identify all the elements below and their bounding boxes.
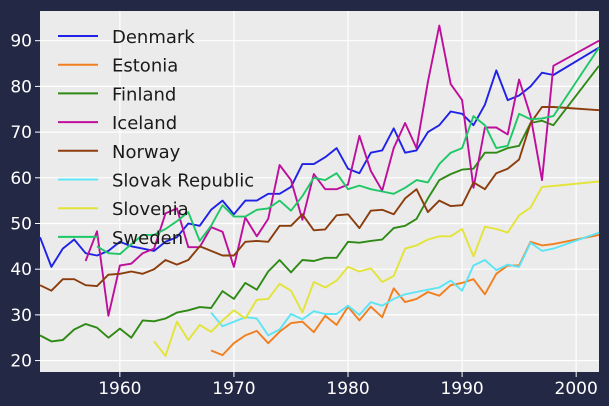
legend-label-finland: Finland xyxy=(112,84,176,105)
y-tick-label: 70 xyxy=(10,123,32,143)
series-line-iceland xyxy=(84,24,600,317)
y-tick-label: 30 xyxy=(10,306,32,326)
y-axis: 20 30 40 50 60 70 80 90 xyxy=(10,32,40,372)
y-tick-label: 90 xyxy=(10,32,32,52)
x-tick-label: 1970 xyxy=(212,379,255,399)
legend: Denmark Estonia Finland Iceland Norway Slovak… xyxy=(58,27,254,249)
legend-label-estonia: Estonia xyxy=(112,56,178,77)
y-tick-label: 40 xyxy=(10,260,32,280)
legend-label-norway: Norway xyxy=(112,142,181,163)
y-tick-label: 50 xyxy=(10,214,32,234)
x-tick-label: 1980 xyxy=(326,379,369,399)
y-tick-label: 20 xyxy=(10,352,32,372)
x-tick-label: 2000 xyxy=(555,379,598,399)
series-line-norway xyxy=(39,106,600,292)
y-tick-label: 80 xyxy=(10,77,32,97)
series-group xyxy=(39,24,600,357)
series-line-slovenia xyxy=(153,180,600,357)
series-line-sweden xyxy=(96,47,600,256)
grid xyxy=(40,11,599,372)
y-tick-label: 60 xyxy=(10,169,32,189)
legend-label-slovak-republic: Slovak Republic xyxy=(112,171,254,192)
legend-label-sweden: Sweden xyxy=(112,228,183,249)
legend-label-denmark: Denmark xyxy=(112,27,195,48)
x-axis: 1960 1970 1980 1990 2000 xyxy=(98,372,598,399)
x-tick-label: 1990 xyxy=(440,379,483,399)
legend-label-slovenia: Slovenia xyxy=(112,199,189,220)
series-line-slovak-republic xyxy=(210,231,600,337)
legend-label-iceland: Iceland xyxy=(112,113,177,134)
x-tick-label: 1960 xyxy=(98,379,141,399)
